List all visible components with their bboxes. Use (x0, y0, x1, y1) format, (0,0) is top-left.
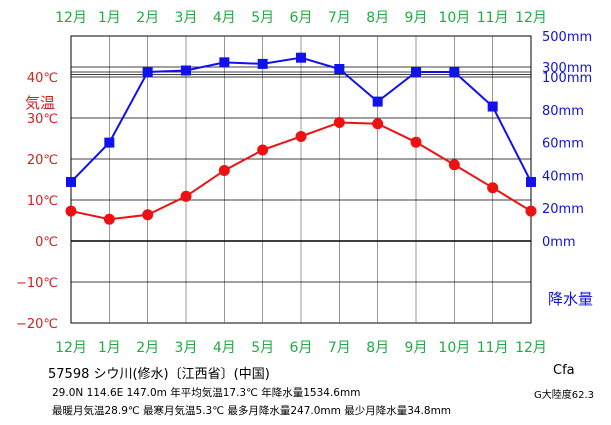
precipitation-point (411, 67, 421, 77)
month-label-bottom: 11月 (477, 340, 509, 356)
month-label-top: 3月 (175, 10, 198, 26)
month-label-top: 12月 (515, 10, 547, 26)
precipitation-point (219, 57, 230, 68)
month-label-top: 6月 (290, 10, 313, 26)
temperature-axis: 気温 40℃ 30℃ 20℃ 10℃ 0℃ −10℃ −20℃ (16, 71, 58, 332)
precipitation-point (142, 67, 153, 77)
temperature-point (410, 136, 422, 148)
precipitation-tick-label: 300mm (542, 61, 592, 76)
precipitation-tick-label: 60mm (542, 137, 584, 152)
temperature-axis-label: 気温 (25, 94, 55, 112)
temperature-tick-label: 20℃ (27, 153, 58, 168)
temperature-tick-label: 0℃ (35, 235, 58, 250)
precipitation-point (449, 67, 460, 77)
precipitation-tick-label: 20mm (542, 202, 584, 217)
month-label-bottom: 3月 (175, 340, 198, 356)
month-label-bottom: 5月 (251, 340, 274, 356)
month-labels-top: 12月 1月 2月 3月 4月 5月 6月 7月 8月 9月 10月 11月 12月 (55, 10, 547, 26)
station-summary-line1: 29.0N 114.6E 147.0m 年平均気温17.3℃ 年降水量1534.… (52, 387, 361, 399)
temperature-point (180, 190, 192, 202)
temperature-point (448, 159, 460, 171)
month-label-top: 12月 (55, 10, 87, 26)
precipitation-series (66, 52, 536, 187)
temperature-point (487, 182, 499, 194)
precipitation-point (487, 101, 498, 112)
precipitation-point (334, 64, 345, 74)
month-label-bottom: 12月 (515, 340, 547, 356)
month-label-top: 7月 (328, 10, 351, 26)
station-title: 57598 シウ川(修水)〔江西省〕(中国) (48, 367, 270, 382)
temperature-point (142, 209, 154, 221)
temperature-point (65, 205, 77, 217)
month-label-top: 9月 (405, 10, 428, 26)
month-label-top: 11月 (477, 10, 509, 26)
temperature-tick-label: −20℃ (16, 317, 58, 332)
precipitation-tick-label: 0mm (542, 235, 576, 250)
temperature-point (333, 117, 345, 129)
precipitation-axis-label: 降水量 (548, 290, 593, 308)
precipitation-tick-label: 100mm (542, 71, 592, 86)
continentality-index: G大陸度62.3 (534, 390, 595, 401)
month-label-bottom: 9月 (405, 340, 428, 356)
precipitation-point (296, 52, 306, 63)
month-label-top: 10月 (438, 10, 470, 26)
precipitation-point (104, 137, 115, 148)
temperature-point (525, 205, 537, 217)
month-label-top: 4月 (213, 10, 236, 26)
month-label-bottom: 4月 (213, 340, 236, 356)
temperature-point (295, 130, 307, 142)
month-label-bottom: 1月 (98, 340, 121, 356)
precipitation-point (257, 58, 268, 69)
precipitation-tick-label: 80mm (542, 104, 584, 119)
month-label-bottom: 7月 (328, 340, 351, 356)
temperature-tick-label: 10℃ (27, 194, 58, 209)
month-label-bottom: 8月 (366, 340, 389, 356)
temperature-point (257, 144, 269, 156)
month-label-top: 2月 (136, 10, 159, 26)
precipitation-point (526, 176, 536, 187)
precipitation-point (181, 65, 191, 76)
temperature-tick-label: −10℃ (16, 276, 58, 291)
temperature-tick-label: 30℃ (27, 112, 58, 127)
temperature-series (65, 117, 537, 225)
temperature-point (372, 118, 384, 130)
month-label-top: 1月 (98, 10, 121, 26)
precipitation-tick-label: 500mm (542, 30, 592, 45)
month-label-bottom: 6月 (290, 340, 313, 356)
temperature-tick-label: 40℃ (27, 71, 58, 86)
precipitation-point (372, 96, 383, 107)
month-label-bottom: 12月 (55, 340, 87, 356)
month-label-bottom: 10月 (438, 340, 470, 356)
precipitation-tick-label: 40mm (542, 169, 584, 184)
precipitation-point (66, 176, 76, 187)
temperature-point (103, 213, 115, 225)
month-labels-bottom: 12月 1月 2月 3月 4月 5月 6月 7月 8月 9月 10月 11月 12月 (55, 340, 547, 356)
temperature-point (218, 164, 230, 176)
month-label-top: 8月 (366, 10, 389, 26)
koppen-classification: Cfa (553, 363, 575, 378)
month-label-top: 5月 (251, 10, 274, 26)
month-label-bottom: 2月 (136, 340, 159, 356)
station-summary-line2: 最暖月気温28.9℃ 最寒月気温5.3℃ 最多月降水量247.0mm 最少月降水… (52, 405, 452, 417)
